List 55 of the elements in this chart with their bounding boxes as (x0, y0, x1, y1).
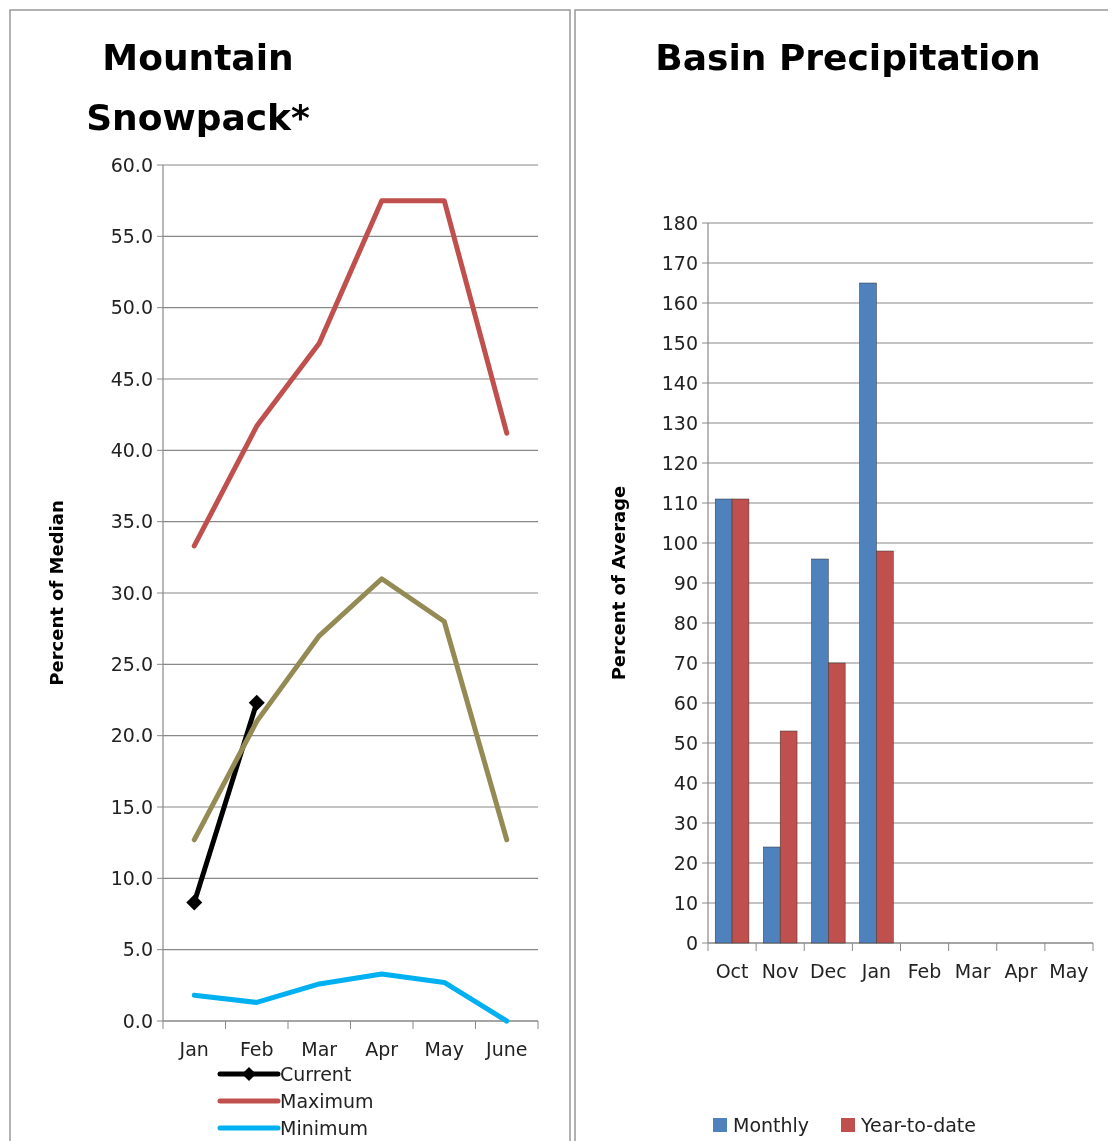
y-tick-label: 30 (673, 811, 698, 834)
y-tick-label: 130 (661, 411, 698, 434)
y-tick-label: 170 (661, 251, 698, 274)
y-tick-label: 160 (661, 291, 698, 314)
y-tick-label: 40.0 (110, 438, 153, 461)
y-tick-label: 120 (661, 451, 698, 474)
x-tick-label: Mar (301, 1038, 338, 1060)
y-tick-label: 25.0 (110, 652, 153, 675)
y-tick-label: 0.0 (122, 1009, 153, 1032)
y-tick-label: 80 (673, 611, 698, 634)
x-tick-label: May (1049, 960, 1089, 982)
y-tick-label: 100 (661, 531, 698, 554)
y-tick-label: 90 (673, 571, 698, 594)
y-tick-label: 45.0 (110, 367, 153, 390)
y-tick-label: 15.0 (110, 795, 153, 818)
x-tick-label: Feb (239, 1038, 274, 1060)
y-tick-label: 10 (673, 891, 698, 914)
x-tick-label: Apr (1004, 960, 1038, 982)
y-tick-label: 5.0 (122, 938, 153, 961)
y-tick-label: 0 (685, 931, 698, 954)
y-axis-title: Percent of Average (608, 485, 629, 681)
y-axis-title: Percent of Median (46, 500, 67, 686)
legend-label: Maximum (280, 1089, 374, 1112)
x-tick-label: May (424, 1038, 464, 1060)
y-tick-label: 50.0 (110, 296, 153, 319)
x-tick-label: Oct (715, 960, 749, 982)
y-tick-label: 110 (661, 491, 698, 514)
y-tick-label: 55.0 (110, 224, 153, 247)
y-tick-label: 70 (673, 651, 698, 674)
chart-title: Basin Precipitation (655, 37, 1041, 78)
y-tick-label: 60 (673, 691, 698, 714)
x-tick-label: Nov (761, 960, 799, 982)
x-tick-label: Mar (954, 960, 991, 982)
y-tick-label: 60.0 (110, 153, 153, 176)
chart-title: Mountain Snowpack* (86, 37, 311, 138)
y-tick-label: 50 (673, 731, 698, 754)
y-tick-label: 40 (673, 771, 698, 794)
x-tick-label: Dec (809, 960, 847, 982)
legend-label: Year-to-date (860, 1113, 976, 1136)
legend-label: Minimum (280, 1116, 369, 1139)
x-tick-label: Jan (178, 1038, 209, 1060)
x-tick-label: Apr (365, 1038, 399, 1060)
y-tick-label: 30.0 (110, 581, 153, 604)
x-tick-label: June (485, 1038, 528, 1060)
y-tick-label: 180 (661, 211, 698, 234)
y-tick-label: 10.0 (110, 866, 153, 889)
y-tick-label: 150 (661, 331, 698, 354)
y-tick-label: 20 (673, 851, 698, 874)
legend-label: Monthly (733, 1113, 810, 1136)
legend-label: Current (280, 1062, 352, 1085)
y-tick-label: 140 (661, 371, 698, 394)
x-tick-label: Feb (907, 960, 942, 982)
y-tick-label: 35.0 (110, 510, 153, 533)
x-tick-label: Jan (860, 960, 892, 982)
y-tick-label: 20.0 (110, 724, 153, 747)
